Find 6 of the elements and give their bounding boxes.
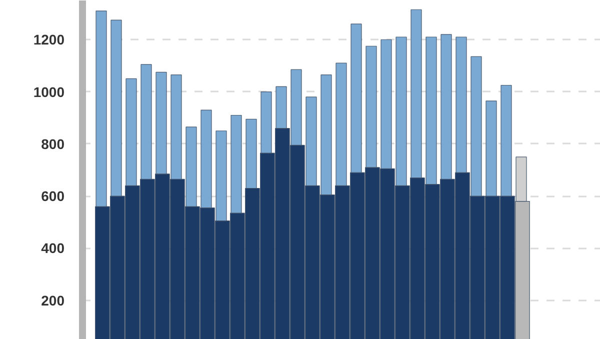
y-tick-label: 600: [41, 188, 65, 204]
y-tick-label: 1200: [33, 32, 65, 48]
y-tick-label: 1000: [33, 84, 65, 100]
y-tick-label: 200: [41, 292, 65, 308]
y-tick-label: 800: [41, 136, 65, 152]
y-tick-label: 400: [41, 240, 65, 256]
